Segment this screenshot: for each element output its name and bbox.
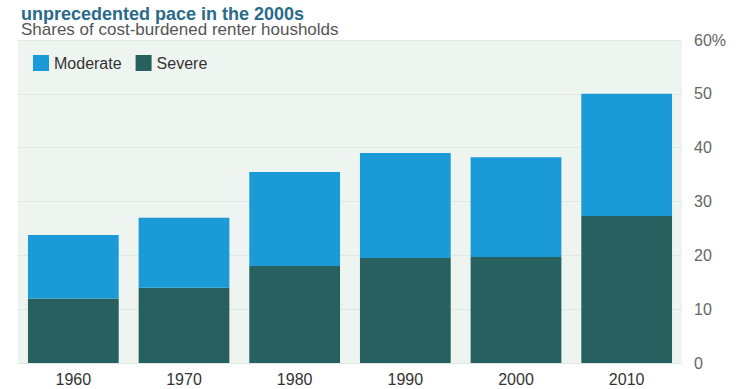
svg-text:2000: 2000 bbox=[498, 371, 534, 388]
svg-text:1980: 1980 bbox=[277, 371, 313, 388]
svg-text:60%: 60% bbox=[694, 32, 726, 49]
svg-text:2010: 2010 bbox=[609, 371, 645, 388]
svg-text:Severe: Severe bbox=[157, 55, 208, 72]
svg-text:20: 20 bbox=[694, 247, 712, 264]
svg-text:Shares of cost-burdened renter: Shares of cost-burdened renter housholds bbox=[21, 20, 339, 39]
svg-text:1960: 1960 bbox=[56, 371, 92, 388]
svg-text:10: 10 bbox=[694, 301, 712, 318]
svg-text:Moderate: Moderate bbox=[54, 55, 122, 72]
svg-text:30: 30 bbox=[694, 193, 712, 210]
svg-text:1970: 1970 bbox=[166, 371, 202, 388]
svg-text:40: 40 bbox=[694, 139, 712, 156]
svg-text:50: 50 bbox=[694, 85, 712, 102]
svg-text:1990: 1990 bbox=[388, 371, 424, 388]
svg-text:0: 0 bbox=[694, 355, 703, 372]
svg-text:unprecedented pace in the 2000: unprecedented pace in the 2000s bbox=[21, 4, 305, 24]
